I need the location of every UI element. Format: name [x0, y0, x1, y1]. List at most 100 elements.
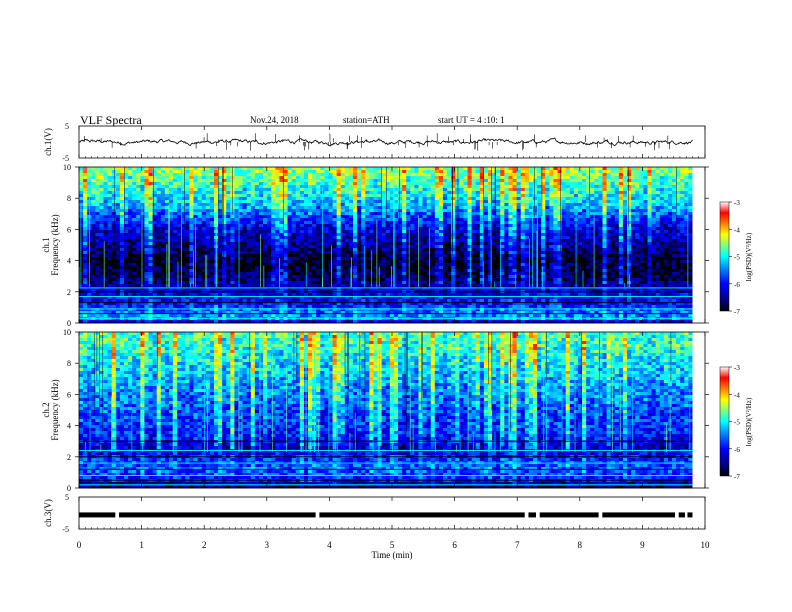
spectrogram-cell — [152, 200, 158, 204]
spectrogram-cell — [598, 206, 603, 210]
spectrogram-cell — [320, 182, 325, 186]
spectrogram-cell — [463, 203, 468, 207]
spectrogram-cell — [627, 212, 632, 216]
spectrogram-cell — [87, 173, 92, 177]
spectrogram-cell — [647, 227, 652, 231]
spectrogram-cell — [328, 251, 333, 255]
spectrogram-cell — [635, 179, 640, 183]
spectrogram-cell — [308, 209, 313, 213]
spectrogram-cell — [618, 176, 624, 180]
spectrogram-cell — [590, 203, 595, 207]
spectrogram-cell — [655, 212, 661, 216]
spectrogram-cell — [213, 170, 219, 174]
spectrogram-cell — [287, 179, 293, 183]
spectrogram-cell — [328, 203, 333, 207]
spectrogram-cell — [586, 212, 591, 216]
spectrogram-cell — [283, 182, 288, 186]
spectrogram-cell — [353, 212, 358, 216]
spectrogram-cell — [144, 239, 149, 243]
spectrogram-cell — [410, 260, 415, 264]
spectrogram-cell — [577, 242, 583, 246]
spectrogram-cell — [115, 182, 121, 186]
spectrogram-cell — [467, 182, 473, 186]
spectrogram-cell — [545, 206, 550, 210]
spectrogram-cell — [393, 215, 399, 219]
spectrogram-cell — [496, 260, 501, 264]
spectrogram-cell — [258, 182, 264, 186]
spectrogram-cell — [614, 257, 620, 261]
spectrogram-cell — [402, 233, 407, 237]
spectrogram-cell — [389, 209, 395, 213]
spectrogram-cell — [504, 197, 509, 201]
spectrogram-cell — [250, 197, 256, 201]
spectrogram-cell — [541, 218, 546, 222]
spectrogram-cell — [676, 254, 681, 258]
spectrogram-cell — [324, 242, 329, 246]
spectrogram-cell — [209, 200, 215, 204]
spectrogram-cell — [627, 239, 632, 243]
spectrogram-cell — [577, 206, 583, 210]
spectrogram-cell — [308, 233, 313, 237]
spectrogram-cell — [406, 263, 411, 267]
spectrogram-cell — [336, 263, 342, 267]
spectrogram-cell — [332, 254, 338, 258]
spectrogram-cell — [418, 194, 423, 198]
spectrogram-cell — [361, 179, 366, 183]
spectrogram-cell — [267, 179, 272, 183]
spectrogram-cell — [438, 221, 444, 225]
spectrogram-cell — [569, 206, 575, 210]
spectrogram-cell — [520, 212, 526, 216]
spectrogram-cell — [667, 212, 673, 216]
spectrogram-cell — [610, 188, 616, 192]
spectrogram-cell — [618, 188, 624, 192]
spectrogram-cell — [398, 176, 403, 180]
spectrogram-cell — [475, 224, 481, 228]
spectrogram-cell — [254, 254, 260, 258]
spectrogram-cell — [303, 197, 309, 201]
spectrogram-cell — [291, 206, 297, 210]
spectrogram-cell — [455, 224, 460, 228]
spectrogram-cell — [430, 263, 436, 267]
spectrogram-cell — [173, 194, 178, 198]
spectrogram-cell — [663, 203, 669, 207]
spectrogram-cell — [324, 251, 329, 255]
spectrogram-cell — [377, 206, 383, 210]
spectrogram-cell — [83, 230, 88, 234]
spectrogram-cell — [258, 257, 264, 261]
spectrogram-cell — [308, 227, 313, 231]
spectrogram-cell — [672, 260, 677, 264]
spectrogram-cell — [263, 263, 268, 267]
spectrogram-cell — [389, 185, 395, 189]
spectrogram-cell — [340, 194, 346, 198]
spectrogram-cell — [348, 197, 354, 201]
spectrogram-cell — [299, 236, 305, 240]
spectrogram-cell — [561, 182, 567, 186]
spectrogram-cell — [524, 257, 530, 261]
spectrogram-cell — [606, 212, 612, 216]
spectrogram-cell — [353, 221, 358, 225]
spectrogram-cell — [344, 242, 350, 246]
spectrogram-cell — [504, 176, 509, 180]
spectrogram-cell — [267, 215, 272, 219]
spectrogram-cell — [242, 242, 248, 246]
spectrogram-cell — [688, 197, 693, 201]
spectrogram-cell — [414, 173, 419, 177]
spectrogram-cell — [520, 227, 526, 231]
spectrogram-cell — [647, 248, 652, 252]
spectrogram-cell — [279, 227, 284, 231]
spectrogram-cell — [132, 191, 137, 195]
spectrogram-cell — [532, 179, 538, 183]
spectrogram-cell — [680, 203, 685, 207]
spectrogram-cell — [177, 191, 182, 195]
spectrogram-cell — [332, 263, 338, 267]
spectrogram-cell — [148, 239, 154, 243]
spectrogram-cell — [381, 185, 387, 189]
spectrogram-cell — [348, 215, 354, 219]
spectrogram-cell — [250, 188, 256, 192]
spectrogram-cell — [614, 173, 620, 177]
spectrogram-cell — [103, 188, 109, 192]
spectrogram-cell — [398, 197, 403, 201]
spectrogram-cell — [148, 254, 154, 258]
spectrogram-cell — [508, 200, 513, 204]
spectrogram-cell — [123, 179, 129, 183]
